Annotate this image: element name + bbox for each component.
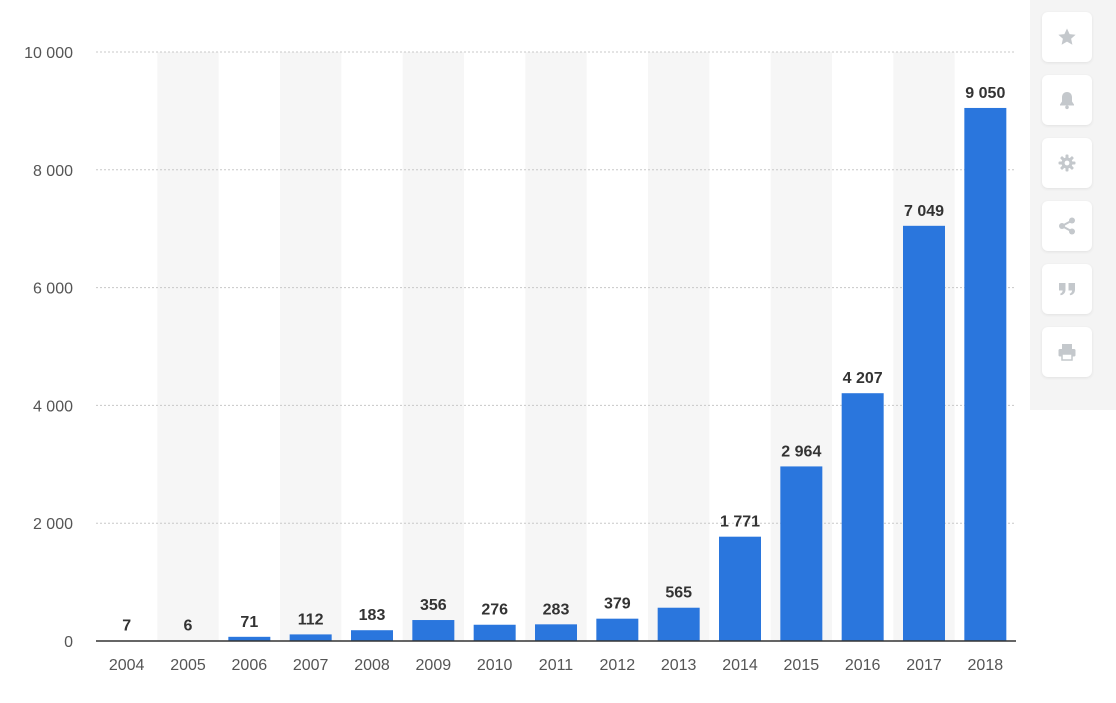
- star-icon: [1058, 28, 1076, 45]
- x-axis: 2004 2005 2006 2007 2008 2009 2010 2011 2012 2013…: [109, 657, 1003, 674]
- data-label: 4 207: [843, 370, 883, 387]
- x-tick-label: 2008: [354, 657, 390, 674]
- data-label: 6: [184, 618, 193, 635]
- x-tick-label: 2016: [845, 657, 881, 674]
- cite-button[interactable]: [1042, 264, 1092, 314]
- bar: [903, 225, 945, 641]
- column-stripe: [525, 52, 587, 641]
- x-tick-label: 2006: [232, 657, 268, 674]
- gridlines: [96, 51, 1016, 524]
- x-tick-label: 2007: [293, 657, 329, 674]
- bar: [719, 536, 761, 641]
- share-icon: [1059, 217, 1075, 235]
- bar: [289, 634, 332, 641]
- x-tick-label: 2011: [539, 657, 574, 674]
- data-label: 71: [240, 614, 258, 631]
- x-tick-label: 2005: [170, 657, 206, 674]
- bell-icon: [1060, 92, 1074, 110]
- bar: [228, 636, 271, 641]
- data-label: 283: [543, 601, 570, 618]
- gear-icon: [1058, 154, 1076, 172]
- x-tick-label: 2012: [600, 657, 636, 674]
- data-label: 356: [420, 597, 447, 614]
- column-stripes: [157, 52, 955, 641]
- notification-button[interactable]: [1042, 75, 1092, 125]
- bar: [412, 620, 455, 641]
- bar: [964, 107, 1007, 641]
- bar: [351, 630, 393, 641]
- column-stripe: [402, 52, 464, 641]
- y-axis: 0 2 000 4 000 6 000 8 000 10 000: [24, 45, 73, 651]
- x-tick-label: 2004: [109, 657, 145, 674]
- column-stripe: [280, 52, 342, 641]
- bar: [473, 624, 516, 641]
- tool-panel: [1030, 0, 1116, 410]
- bar: [596, 618, 639, 641]
- bar: [535, 624, 577, 641]
- x-tick-label: 2015: [784, 657, 820, 674]
- bar: [657, 607, 700, 641]
- print-button[interactable]: [1042, 327, 1092, 377]
- data-label: 379: [604, 596, 631, 613]
- bar: [780, 466, 823, 641]
- share-button[interactable]: [1042, 201, 1092, 251]
- data-label: 7 049: [904, 203, 944, 220]
- y-tick-label: 8 000: [33, 163, 73, 180]
- x-tick-label: 2017: [906, 657, 942, 674]
- x-tick-label: 2014: [722, 657, 758, 674]
- y-tick-label: 6 000: [33, 281, 73, 298]
- bar-chart: 0 2 000 4 000 6 000 8 000 10 000 2004 2005 2006…: [24, 45, 1016, 674]
- x-tick-label: 2018: [968, 657, 1004, 674]
- y-tick-label: 0: [64, 634, 73, 651]
- bars: [105, 107, 1007, 642]
- x-tick-label: 2013: [661, 657, 697, 674]
- y-tick-label: 4 000: [33, 398, 73, 415]
- bar: [841, 393, 884, 641]
- data-label: 276: [481, 602, 508, 619]
- column-stripe: [648, 52, 710, 641]
- favorite-button[interactable]: [1042, 12, 1092, 62]
- chart-svg: 0 2 000 4 000 6 000 8 000 10 000 2004 2005 2006…: [24, 45, 1016, 674]
- data-labels: 7 6 71 112 183 356 276 283 379 565 1 771 2 964 4 207…: [122, 85, 1005, 635]
- data-label: 112: [298, 611, 324, 628]
- data-label: 183: [359, 607, 386, 624]
- x-tick-label: 2010: [477, 657, 513, 674]
- settings-button[interactable]: [1042, 138, 1092, 188]
- data-label: 2 964: [781, 443, 821, 460]
- data-label: 565: [665, 585, 692, 602]
- data-label: 1 771: [720, 514, 760, 531]
- print-icon: [1058, 344, 1076, 361]
- y-tick-label: 2 000: [33, 516, 73, 533]
- quote-icon: [1059, 283, 1075, 296]
- x-tick-label: 2009: [416, 657, 452, 674]
- data-label: 9 050: [965, 85, 1005, 102]
- column-stripe: [157, 52, 219, 641]
- data-label: 7: [122, 618, 131, 635]
- y-tick-label: 10 000: [24, 45, 73, 62]
